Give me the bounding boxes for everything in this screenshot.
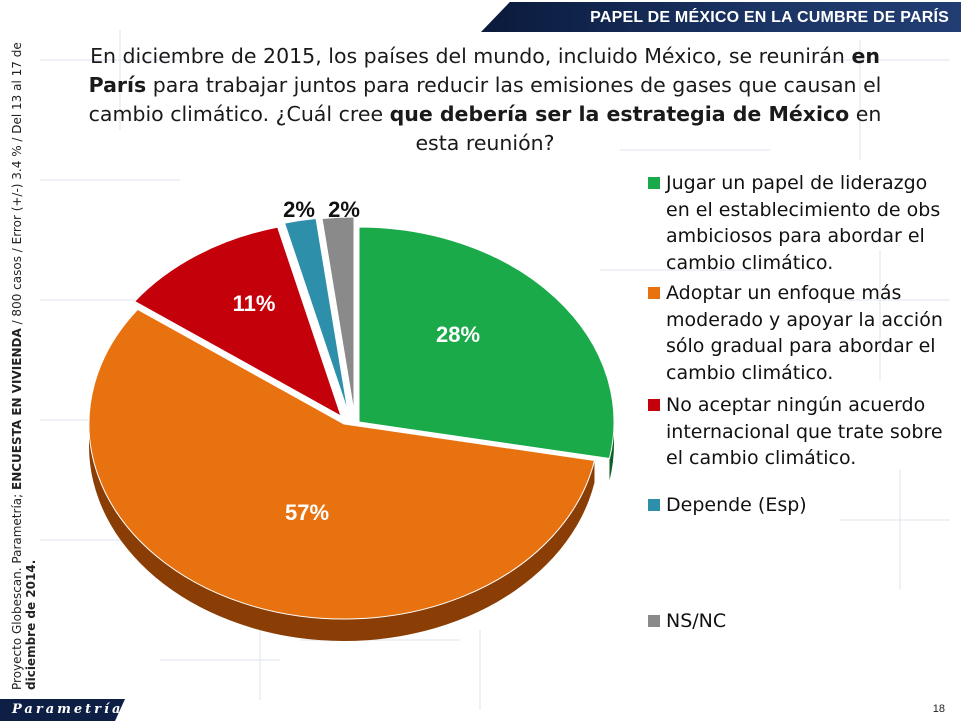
footer-bar: Parametría xyxy=(0,699,125,721)
pie-slice-0 xyxy=(358,226,615,460)
legend-item-2: No aceptar ningún acuerdo internacional … xyxy=(648,392,948,472)
question-text-3: en esta reunión? xyxy=(415,102,882,155)
parametria-logo: Parametría xyxy=(12,702,124,717)
question-bold-1: en París xyxy=(88,44,880,97)
pie-data-label-1: 57% xyxy=(285,500,329,525)
legend-label-2: No aceptar ningún acuerdo internacional … xyxy=(666,394,943,469)
legend-item-1: Adoptar un enfoque más moderado y apoyar… xyxy=(648,280,948,386)
pie-data-label-3: 2% xyxy=(283,197,315,222)
question-bold-2: que debería ser la estrategia de México xyxy=(389,102,850,126)
pie-slice-3 xyxy=(283,217,349,413)
legend-label-1: Adoptar un enfoque más moderado y apoyar… xyxy=(666,282,943,384)
header-title: PAPEL DE MÉXICO EN LA CUMBRE DE PARÍS xyxy=(590,9,949,26)
legend-item-3: Depende (Esp) xyxy=(648,492,948,519)
pie-slice-4 xyxy=(321,216,355,413)
question-text-2: para trabajar juntos para reducir las em… xyxy=(88,73,882,126)
pie-slice-side-0 xyxy=(609,422,614,481)
legend-item-0: Jugar un papel de liderazgo en el establ… xyxy=(648,170,948,276)
legend-swatch-2 xyxy=(648,399,660,411)
question-text-1: En diciembre de 2015, los países del mun… xyxy=(90,44,852,68)
pie-data-label-0: 28% xyxy=(436,322,480,347)
legend-item-4: NS/NC xyxy=(648,608,948,635)
pie-slice-2 xyxy=(133,226,342,418)
legend-swatch-0 xyxy=(648,177,660,189)
survey-question: En diciembre de 2015, los países del mun… xyxy=(70,42,900,158)
legend-swatch-3 xyxy=(648,499,660,511)
pie-slice-1 xyxy=(88,308,596,620)
pie-data-label-4: 2% xyxy=(328,197,360,222)
legend-label-0: Jugar un papel de liderazgo en el establ… xyxy=(666,172,941,274)
legend-label-4: NS/NC xyxy=(666,610,727,632)
legend-swatch-1 xyxy=(648,287,660,299)
pie-data-label-2: 11% xyxy=(233,291,276,316)
legend-swatch-4 xyxy=(648,615,660,627)
page-number: 18 xyxy=(932,703,945,715)
legend-label-3: Depende (Esp) xyxy=(666,494,807,516)
header-bar: PAPEL DE MÉXICO EN LA CUMBRE DE PARÍS xyxy=(481,2,961,32)
